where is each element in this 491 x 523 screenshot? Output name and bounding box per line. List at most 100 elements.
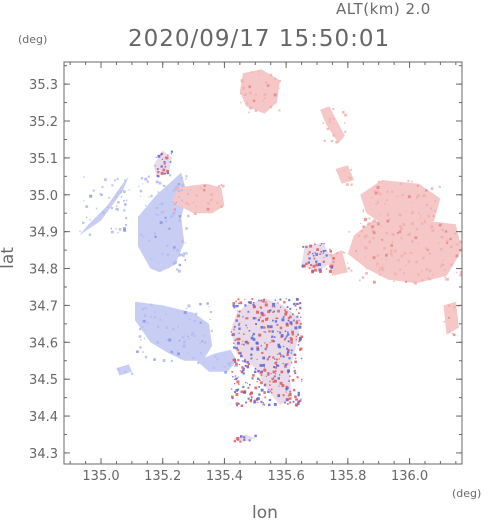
echo-speckle bbox=[299, 348, 302, 351]
echo-speckle bbox=[250, 396, 253, 398]
echo-speckle bbox=[166, 188, 168, 190]
echo-speckle bbox=[252, 99, 256, 102]
echo-speckle bbox=[407, 195, 411, 199]
echo-speckle bbox=[244, 304, 247, 307]
echo-speckle bbox=[252, 335, 254, 337]
echo-speckle bbox=[247, 363, 250, 366]
echo-speckle bbox=[260, 400, 263, 403]
echo-speckle bbox=[199, 321, 202, 324]
echo-speckle bbox=[178, 253, 182, 257]
echo-speckle bbox=[295, 335, 298, 338]
echo-speckle bbox=[168, 338, 172, 342]
echo-speckle bbox=[268, 388, 270, 390]
echo-speckle bbox=[251, 398, 253, 400]
echo-speckle bbox=[164, 172, 166, 174]
echo-speckle bbox=[233, 306, 236, 309]
altitude-label: ALT(km) 2.0 bbox=[336, 0, 431, 18]
echo-speckle bbox=[366, 268, 368, 270]
echo-speckle bbox=[283, 301, 286, 304]
echo-speckle bbox=[274, 358, 276, 360]
echo-speckle bbox=[428, 278, 430, 280]
echo-speckle bbox=[244, 364, 247, 367]
echo-speckle bbox=[117, 368, 120, 371]
echo-speckle bbox=[158, 181, 162, 185]
echo-speckle bbox=[164, 162, 166, 164]
echo-speckle bbox=[366, 223, 369, 225]
echo-speckle bbox=[240, 79, 244, 83]
echo-speckle bbox=[288, 299, 291, 302]
echo-speckle bbox=[231, 333, 234, 336]
echo-speckle bbox=[305, 262, 308, 265]
echo-speckle bbox=[301, 380, 303, 382]
echo-speckle bbox=[244, 298, 246, 300]
echo-speckle bbox=[154, 165, 156, 167]
echo-speckle bbox=[424, 220, 427, 224]
echo-speckle bbox=[240, 390, 244, 394]
echo-speckle bbox=[150, 194, 153, 198]
echo-speckle bbox=[204, 361, 206, 363]
echo-speckle bbox=[247, 386, 250, 389]
echo-speckle bbox=[417, 242, 420, 244]
echo-speckle bbox=[313, 257, 316, 260]
echo-speckle bbox=[263, 326, 266, 329]
echo-speckle bbox=[432, 273, 434, 276]
echo-speckle bbox=[256, 381, 258, 383]
echo-speckle bbox=[209, 310, 213, 314]
echo-speckle bbox=[123, 190, 126, 193]
echo-speckle bbox=[372, 256, 376, 260]
echo-speckle bbox=[268, 330, 271, 333]
echo-speckle bbox=[285, 323, 289, 327]
echo-speckle bbox=[157, 214, 160, 216]
echo-speckle bbox=[308, 251, 311, 254]
echo-speckle bbox=[246, 361, 249, 364]
echo-speckle bbox=[297, 333, 299, 336]
echo-speckle bbox=[326, 127, 329, 131]
echo-speckle bbox=[254, 109, 258, 112]
echo-speckle bbox=[257, 369, 260, 373]
echo-speckle bbox=[297, 402, 300, 406]
echo-speckle bbox=[426, 249, 429, 251]
echo-speckle bbox=[322, 250, 325, 253]
echo-speckle bbox=[200, 351, 203, 355]
echo-speckle bbox=[376, 201, 379, 204]
echo-speckle bbox=[277, 302, 279, 304]
echo-speckle bbox=[181, 184, 185, 187]
echo-speckle bbox=[281, 318, 285, 322]
echo-speckle bbox=[180, 253, 183, 256]
echo-speckle bbox=[398, 230, 402, 234]
echo-speckle bbox=[373, 190, 377, 194]
echo-speckle bbox=[316, 248, 319, 251]
echo-speckle bbox=[165, 220, 167, 222]
echo-speckle bbox=[267, 325, 270, 329]
echo-speckle bbox=[446, 277, 449, 281]
echo-speckle bbox=[293, 370, 296, 373]
echo-speckle bbox=[192, 357, 195, 360]
echo-speckle bbox=[282, 362, 284, 365]
echo-speckle bbox=[258, 299, 260, 302]
echo-speckle bbox=[220, 184, 223, 186]
echo-speckle bbox=[180, 188, 183, 192]
echo-speckle bbox=[379, 213, 382, 216]
echo-speckle bbox=[398, 213, 402, 217]
echo-speckle bbox=[116, 177, 119, 180]
echo-speckle bbox=[362, 225, 365, 228]
echo-speckle bbox=[278, 358, 280, 360]
echo-speckle bbox=[266, 317, 269, 320]
echo-speckle bbox=[266, 358, 269, 361]
echo-speckle bbox=[243, 367, 245, 370]
echo-speckle bbox=[253, 305, 256, 308]
echo-speckle bbox=[274, 375, 276, 378]
echo-speckle bbox=[235, 377, 238, 380]
echo-speckle bbox=[245, 381, 247, 384]
echo-speckle bbox=[195, 194, 198, 197]
echo-speckle bbox=[170, 150, 173, 153]
echo-speckle bbox=[108, 197, 111, 199]
echo-speckle bbox=[286, 352, 289, 355]
echo-speckle bbox=[145, 204, 147, 207]
echo-speckle bbox=[125, 217, 128, 220]
echo-speckle bbox=[250, 357, 253, 360]
echo-speckle bbox=[239, 370, 241, 372]
echo-speckle bbox=[271, 339, 274, 343]
echo-speckle bbox=[232, 376, 234, 378]
echo-speckle bbox=[277, 394, 280, 396]
